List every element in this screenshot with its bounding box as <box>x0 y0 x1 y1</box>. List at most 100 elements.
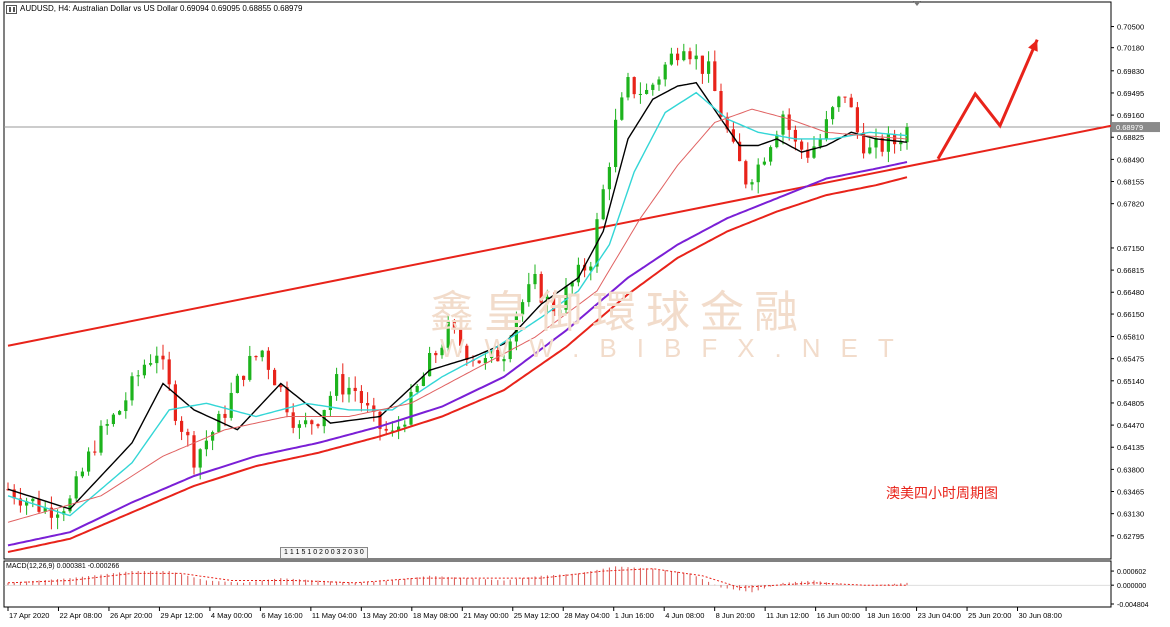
candle-body <box>527 284 531 303</box>
candle-body <box>421 376 425 386</box>
candle-body <box>564 286 568 310</box>
candle-body <box>161 355 165 360</box>
period-separator-tag: 1 1 1 5 1 0 2 0 0 3 2 0 3 0 <box>280 547 368 559</box>
candle-body <box>223 413 227 418</box>
candle-body <box>304 420 308 425</box>
candle-body <box>434 352 438 356</box>
candle-body <box>645 89 649 94</box>
candle-body <box>868 147 872 154</box>
candle-body <box>260 350 264 358</box>
x-tick-label: 18 Jun 16:00 <box>867 611 910 620</box>
candle-body <box>248 355 252 380</box>
candle-body <box>769 147 773 162</box>
candle-body <box>837 96 841 108</box>
candle-body <box>793 129 797 142</box>
candle-body <box>787 114 791 130</box>
candle-body <box>521 302 525 315</box>
macd-label: MACD(12,26,9) 0.000381 -0.000266 <box>6 563 120 570</box>
candle-body <box>254 355 258 358</box>
candle-body <box>297 424 301 428</box>
x-tick-label: 25 May 12:00 <box>514 611 559 620</box>
candle-body <box>335 374 339 396</box>
y-tick-label: 0.68825 <box>1117 133 1144 142</box>
candle-body <box>217 413 221 433</box>
candle-body <box>539 273 543 303</box>
candle-body <box>682 51 686 61</box>
candle-body <box>111 414 115 425</box>
candle-body <box>291 412 295 428</box>
candle-body <box>18 498 22 506</box>
candle-body <box>800 141 804 150</box>
candle-body <box>688 51 692 60</box>
candle-body <box>130 376 134 401</box>
watermark-chinese: 鑫皇御環球金融 <box>430 287 808 338</box>
candle-body <box>614 119 618 168</box>
candle-body <box>601 189 605 220</box>
x-tick-label: 11 May 04:00 <box>312 611 357 620</box>
candle-body <box>347 387 351 395</box>
y-tick-label: 0.70180 <box>1117 44 1144 53</box>
y-tick-label: 0.66150 <box>1117 310 1144 319</box>
candle-body <box>725 116 729 130</box>
x-tick-label: 17 Apr 2020 <box>9 611 49 620</box>
candle-body <box>818 138 822 147</box>
candle-body <box>558 309 562 316</box>
candle-body <box>849 97 853 108</box>
candle-body <box>204 440 208 450</box>
y-tick-label: 0.64470 <box>1117 421 1144 430</box>
chart-shift-marker[interactable] <box>913 1 921 6</box>
watermark-url: WWW.BIBFX.NET <box>440 333 914 363</box>
last-price-badge <box>1112 122 1160 133</box>
candle-body <box>80 471 84 477</box>
moving-average-line <box>7 161 908 547</box>
macd-y-tick-label: -0.004804 <box>1117 602 1149 609</box>
candle-body <box>552 296 556 316</box>
candle-body <box>62 511 66 515</box>
candle-body <box>211 432 215 441</box>
projection-arrow <box>936 39 1039 160</box>
moving-average-line <box>7 108 908 523</box>
x-tick-label: 1 Jun 16:00 <box>615 611 654 620</box>
candle-body <box>105 424 109 426</box>
candle-body <box>762 161 766 165</box>
candle-body <box>266 350 270 370</box>
y-tick-label: 0.62795 <box>1117 532 1144 541</box>
y-tick-label: 0.63130 <box>1117 510 1144 519</box>
candle-body <box>700 55 704 74</box>
y-tick-label: 0.70500 <box>1117 23 1144 32</box>
candle-body <box>403 424 407 427</box>
candle-body <box>663 64 667 80</box>
x-tick-label: 18 May 08:00 <box>413 611 458 620</box>
candle-body <box>198 449 202 468</box>
candle-body <box>855 107 859 133</box>
candle-body <box>750 182 754 185</box>
candle-body <box>31 498 35 502</box>
x-tick-label: 29 Apr 12:00 <box>160 611 203 620</box>
candle-body <box>781 114 785 135</box>
moving-average-line <box>7 91 908 517</box>
x-tick-label: 13 May 20:00 <box>362 611 407 620</box>
candle-body <box>719 90 723 117</box>
candle-body <box>142 364 146 376</box>
candle-body <box>533 273 537 285</box>
candle-body <box>440 347 444 356</box>
candle-body <box>490 349 494 359</box>
x-tick-label: 28 May 04:00 <box>564 611 609 620</box>
candle-body <box>25 501 29 506</box>
chart-window-icon[interactable] <box>6 5 17 14</box>
moving-average-line <box>7 81 908 510</box>
last-price-label: 0.68979 <box>1116 123 1143 132</box>
x-tick-label: 22 Apr 08:00 <box>59 611 102 620</box>
candle-body <box>118 411 122 415</box>
macd-y-tick-label: 0.000000 <box>1117 583 1146 590</box>
candle-body <box>415 385 419 392</box>
candle-body <box>12 489 16 499</box>
y-tick-label: 0.69495 <box>1117 89 1144 98</box>
x-tick-label: 16 Jun 00:00 <box>817 611 860 620</box>
macd-y-tick-label: 0.000602 <box>1117 569 1146 576</box>
candle-body <box>626 77 630 98</box>
candle-body <box>56 514 60 518</box>
candle-body <box>880 138 884 152</box>
x-tick-label: 21 May 00:00 <box>463 611 508 620</box>
x-tick-label: 23 Jun 04:00 <box>918 611 961 620</box>
